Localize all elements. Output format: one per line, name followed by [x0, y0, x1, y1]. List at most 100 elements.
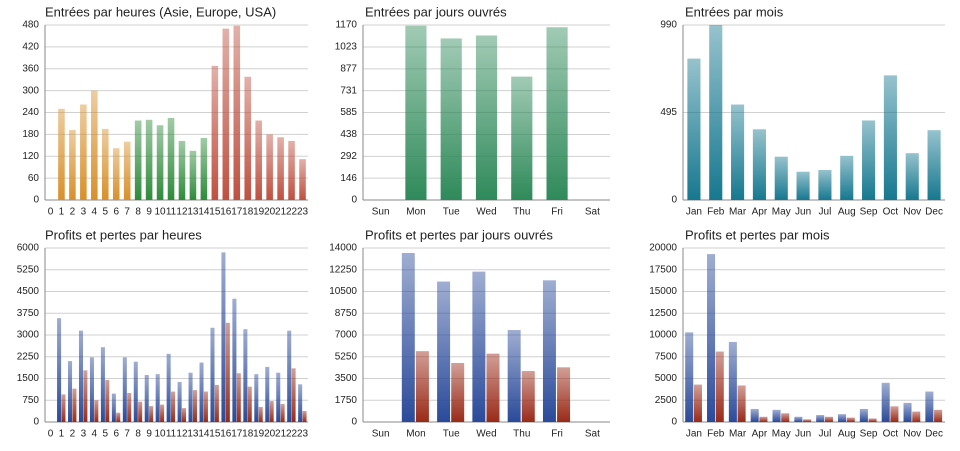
x-tick-label: Aug [838, 207, 856, 218]
bar [58, 108, 65, 200]
x-tick-label: Fri [551, 207, 563, 218]
y-tick-label: 4500 [17, 286, 40, 297]
x-tick-label: Jan [686, 429, 702, 440]
x-tick-label: Sep [860, 207, 878, 218]
bar [222, 28, 230, 201]
y-tick-label: 0 [671, 195, 677, 206]
bar [840, 155, 854, 200]
y-tick-label: 8750 [335, 308, 358, 319]
x-tick-label: 0 [48, 207, 54, 218]
bar [925, 391, 934, 422]
bar [299, 159, 306, 200]
x-tick-label: 4 [92, 207, 98, 218]
bar [236, 373, 241, 422]
bar [225, 322, 230, 422]
bar [177, 381, 182, 422]
bar [101, 128, 109, 200]
x-tick-label: Sun [372, 429, 390, 440]
bar [451, 362, 465, 422]
chart-title: Profits et pertes par jours ouvrés [365, 227, 553, 242]
y-tick-label: 438 [340, 129, 357, 140]
x-tick-label: 13 [187, 429, 199, 440]
x-tick-label: Mar [729, 429, 747, 440]
bar [276, 372, 281, 422]
x-tick-label: Wed [476, 429, 496, 440]
bar [254, 374, 259, 422]
x-tick-label: Nov [903, 207, 921, 218]
bar [687, 58, 701, 200]
x-tick-label: Tue [443, 429, 460, 440]
y-tick-label: 1750 [335, 395, 358, 406]
bar [160, 404, 165, 422]
y-tick-label: 731 [340, 85, 357, 96]
x-tick-label: Apr [752, 429, 768, 440]
bar [521, 371, 535, 422]
y-tick-label: 877 [340, 63, 357, 74]
bar [232, 298, 237, 422]
y-tick-label: 6000 [17, 243, 40, 254]
bar [781, 413, 790, 422]
bar [80, 104, 87, 200]
x-tick-label: Jun [795, 429, 811, 440]
x-tick-label: Thu [513, 429, 530, 440]
y-tick-label: 5000 [655, 373, 678, 384]
y-tick-label: 60 [28, 173, 40, 184]
bar [156, 125, 164, 200]
bar [401, 252, 415, 422]
bar [475, 35, 498, 200]
x-tick-label: Jan [686, 207, 702, 218]
bar [824, 416, 833, 422]
bar [83, 370, 88, 422]
y-tick-label: 360 [22, 63, 39, 74]
bar [111, 393, 116, 422]
x-tick-label: 9 [146, 429, 152, 440]
bar [127, 393, 132, 422]
bar [750, 408, 759, 422]
bar [155, 374, 160, 422]
x-tick-label: 22 [286, 207, 298, 218]
x-tick-label: 20 [264, 429, 276, 440]
x-tick-label: 10 [155, 429, 167, 440]
y-tick-label: 1170 [335, 20, 357, 31]
bar [122, 357, 127, 422]
bar [927, 130, 941, 200]
y-tick-label: 292 [340, 151, 357, 162]
x-tick-label: 21 [275, 429, 287, 440]
x-tick-label: Sun [372, 207, 390, 218]
x-tick-label: 7 [124, 207, 130, 218]
x-tick-label: 3 [81, 429, 87, 440]
bar [258, 406, 263, 422]
x-tick-label: 5 [102, 429, 108, 440]
bar [881, 382, 890, 422]
bar [181, 408, 187, 422]
x-tick-label: 19 [253, 207, 265, 218]
y-tick-label: 12500 [649, 308, 677, 319]
y-tick-label: 120 [22, 151, 39, 162]
chart-title: Profits et pertes par mois [685, 227, 830, 242]
bar [91, 90, 98, 200]
x-tick-label: Oct [883, 207, 899, 218]
bar [685, 332, 694, 422]
x-tick-label: 10 [155, 207, 167, 218]
bar [912, 411, 921, 422]
bar [144, 375, 149, 422]
y-tick-label: 5250 [17, 264, 40, 275]
bar [269, 401, 274, 422]
x-tick-label: 4 [92, 429, 98, 440]
bar [291, 368, 296, 422]
bar [69, 130, 76, 200]
bar [166, 353, 171, 422]
bar [557, 367, 571, 422]
bar [707, 254, 716, 422]
bar [167, 117, 175, 200]
y-tick-label: 7000 [335, 330, 358, 341]
bar [752, 129, 766, 200]
bar [149, 406, 154, 422]
bar [244, 76, 252, 200]
y-tick-label: 990 [660, 20, 677, 31]
y-tick-label: 20000 [649, 243, 677, 254]
x-tick-label: 11 [166, 429, 177, 440]
x-tick-label: 20 [264, 207, 276, 218]
